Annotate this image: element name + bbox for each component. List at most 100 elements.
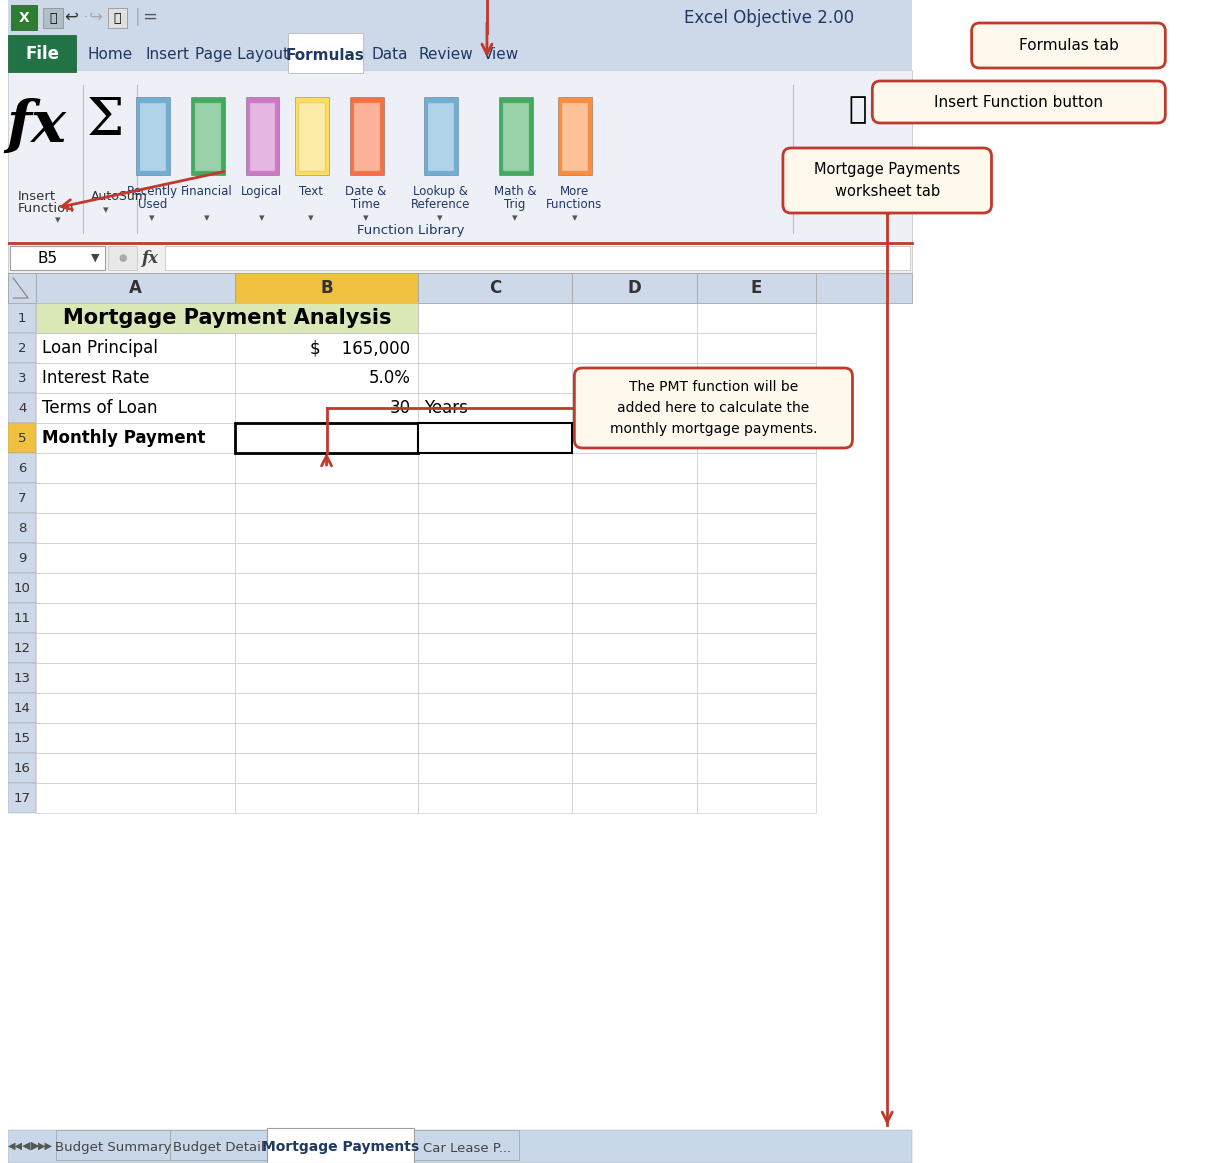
Bar xyxy=(8,393,36,423)
Bar xyxy=(428,104,454,171)
Text: 30: 30 xyxy=(390,399,410,418)
Text: B: B xyxy=(321,279,333,297)
Text: ◀◀: ◀◀ xyxy=(7,1141,23,1151)
Text: ▾: ▾ xyxy=(309,213,313,223)
Bar xyxy=(8,602,36,633)
Text: |: | xyxy=(134,8,140,26)
Bar xyxy=(36,393,235,423)
Bar xyxy=(419,423,572,454)
Bar xyxy=(559,97,592,174)
Text: 9: 9 xyxy=(18,551,27,564)
Bar xyxy=(563,104,588,171)
FancyBboxPatch shape xyxy=(872,81,1165,123)
Text: $    165,000: $ 165,000 xyxy=(310,338,410,357)
Bar xyxy=(419,723,572,752)
Text: Car Lease P...: Car Lease P... xyxy=(422,1142,511,1155)
Bar xyxy=(572,273,697,304)
Bar xyxy=(8,693,36,723)
Bar xyxy=(235,543,419,573)
Text: Home: Home xyxy=(87,47,133,62)
Text: Trig: Trig xyxy=(505,198,525,211)
Bar xyxy=(697,752,816,783)
Text: Interest Rate: Interest Rate xyxy=(42,369,150,387)
Bar xyxy=(8,0,912,35)
Bar xyxy=(295,97,329,174)
FancyBboxPatch shape xyxy=(972,23,1165,67)
Bar xyxy=(36,454,235,483)
Bar xyxy=(235,723,419,752)
Text: Monthly Payment: Monthly Payment xyxy=(42,429,206,447)
Bar xyxy=(36,663,235,693)
Bar xyxy=(8,483,36,513)
Text: Years: Years xyxy=(425,399,468,418)
Text: 17: 17 xyxy=(13,792,30,805)
Bar xyxy=(140,104,166,171)
Text: Logical: Logical xyxy=(241,185,282,198)
Bar xyxy=(499,97,532,174)
Text: Mortgage Payment Analysis: Mortgage Payment Analysis xyxy=(63,308,392,328)
Text: 🖨: 🖨 xyxy=(114,12,121,24)
Text: Insert: Insert xyxy=(18,190,57,204)
Bar xyxy=(572,573,697,602)
Text: ▾: ▾ xyxy=(259,213,264,223)
Text: X: X xyxy=(18,10,29,24)
Bar xyxy=(36,693,235,723)
Bar xyxy=(419,752,572,783)
Text: Loan Principal: Loan Principal xyxy=(42,338,157,357)
Text: 12: 12 xyxy=(13,642,30,655)
Text: 4: 4 xyxy=(18,401,27,414)
Text: E: E xyxy=(750,279,762,297)
Bar xyxy=(572,752,697,783)
Text: ·: · xyxy=(83,12,87,22)
Bar xyxy=(419,393,572,423)
Bar xyxy=(36,543,235,573)
Text: 6: 6 xyxy=(18,462,27,475)
Bar xyxy=(8,273,912,304)
Bar xyxy=(350,97,384,174)
Bar xyxy=(56,1130,171,1160)
Bar xyxy=(8,333,36,363)
Text: 💾: 💾 xyxy=(50,12,57,24)
Bar xyxy=(503,104,529,171)
Text: The PMT function will be
added here to calculate the
monthly mortgage payments.: The PMT function will be added here to c… xyxy=(610,380,817,436)
Bar xyxy=(572,423,697,454)
Bar xyxy=(36,723,235,752)
Bar xyxy=(36,363,235,393)
Bar xyxy=(697,363,816,393)
Bar xyxy=(8,363,36,393)
Text: 3: 3 xyxy=(18,371,27,385)
Text: Page Layout: Page Layout xyxy=(195,47,289,62)
Bar xyxy=(235,454,419,483)
Bar xyxy=(697,723,816,752)
Bar xyxy=(572,543,697,573)
Bar xyxy=(288,33,363,73)
Text: ▾: ▾ xyxy=(103,205,109,215)
Text: Text: Text xyxy=(299,185,323,198)
Text: 8: 8 xyxy=(18,521,27,535)
Bar xyxy=(8,513,36,543)
Text: ▾: ▾ xyxy=(363,213,369,223)
FancyBboxPatch shape xyxy=(783,148,991,213)
Text: ▾: ▾ xyxy=(204,213,209,223)
Bar xyxy=(697,333,816,363)
Bar xyxy=(10,247,104,270)
Bar xyxy=(36,783,235,813)
Bar xyxy=(572,663,697,693)
Bar xyxy=(299,104,325,171)
Text: =: = xyxy=(142,8,157,26)
Text: 13: 13 xyxy=(13,671,30,685)
Bar xyxy=(353,104,380,171)
Text: 11: 11 xyxy=(13,612,30,625)
Text: Recently: Recently xyxy=(127,185,178,198)
Bar xyxy=(8,423,36,454)
Bar xyxy=(235,573,419,602)
Text: ●: ● xyxy=(119,254,127,263)
Bar xyxy=(195,104,220,171)
Text: 10: 10 xyxy=(13,582,30,594)
Bar xyxy=(419,483,572,513)
Text: 5: 5 xyxy=(18,431,27,444)
Bar xyxy=(249,104,276,171)
Bar xyxy=(697,483,816,513)
Text: 📁: 📁 xyxy=(848,95,866,124)
Bar xyxy=(572,633,697,663)
